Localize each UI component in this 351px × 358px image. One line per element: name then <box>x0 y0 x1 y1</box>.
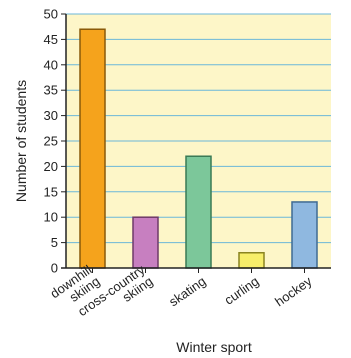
bar <box>132 216 159 269</box>
x-tick-label: curling <box>222 273 262 307</box>
x-tick-label: skating <box>166 273 208 309</box>
bar <box>185 155 212 269</box>
x-axis-title: Winter sport <box>176 339 252 355</box>
y-tick-label: 35 <box>44 83 58 98</box>
x-tick-label-line: skating <box>166 273 208 309</box>
y-tick-label: 0 <box>51 261 58 276</box>
y-tick-label: 45 <box>44 32 58 47</box>
x-tick-label: hockey <box>272 273 315 309</box>
x-tick-label-line: curling <box>222 273 262 307</box>
y-axis-title: Number of students <box>13 80 29 202</box>
y-tick-label: 15 <box>44 184 58 199</box>
y-tick-labels: 0 5 10 15 20 25 30 35 40 45 50 <box>44 7 66 276</box>
y-tick-label: 50 <box>44 7 58 22</box>
y-tick-label: 40 <box>44 57 58 72</box>
y-tick-label: 10 <box>44 210 58 225</box>
x-tick-label-line: hockey <box>272 273 315 309</box>
y-tick-label: 5 <box>51 235 58 250</box>
y-tick-label: 20 <box>44 159 58 174</box>
bar <box>238 252 265 269</box>
bar <box>79 28 106 269</box>
y-tick-label: 30 <box>44 108 58 123</box>
y-tick-label: 25 <box>44 134 58 149</box>
bars <box>79 28 318 269</box>
bar <box>291 201 318 269</box>
